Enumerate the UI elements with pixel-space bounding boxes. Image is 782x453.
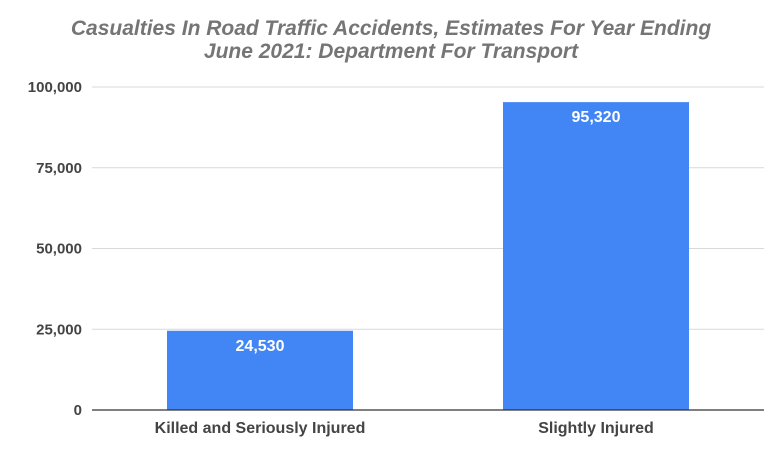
bar xyxy=(167,330,353,410)
y-tick-label: 25,000 xyxy=(36,321,82,338)
x-category-label: Killed and Seriously Injured xyxy=(155,420,366,437)
bar xyxy=(503,102,689,411)
y-tick-label: 100,000 xyxy=(28,79,82,96)
axes: 0 25,000 50,000 75,000 100,000 Killed and Ser… xyxy=(28,79,764,437)
bar-data-label: 95,320 xyxy=(572,109,621,126)
y-tick-label: 0 xyxy=(74,402,82,419)
y-tick-label: 50,000 xyxy=(36,241,82,258)
y-tick-label: 75,000 xyxy=(36,160,82,177)
bars: 24,530 95,320 xyxy=(167,102,689,411)
bar-data-label: 24,530 xyxy=(236,338,285,355)
chart-title-line-2: June 2021: Department For Transport xyxy=(204,40,579,63)
x-category-label: Slightly Injured xyxy=(538,420,654,437)
chart-title-line-1: Casualties In Road Traffic Accidents, Es… xyxy=(71,17,711,40)
